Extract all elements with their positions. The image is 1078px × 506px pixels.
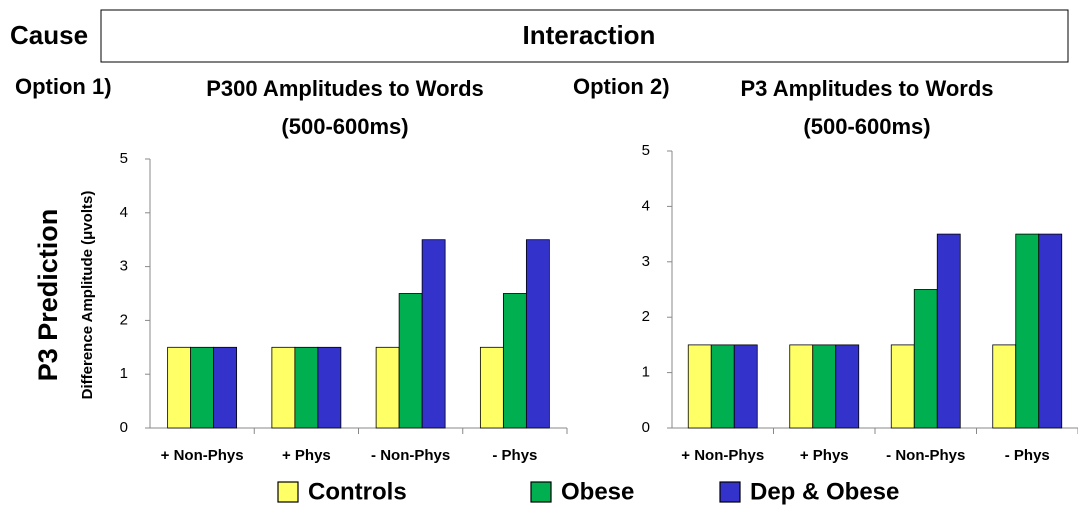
chart-title: P3 Amplitudes to Words (740, 76, 993, 101)
x-tick-label: + Phys (282, 447, 331, 464)
bar (294, 346, 319, 429)
legend-swatch (277, 481, 299, 503)
legend-swatch (530, 481, 552, 503)
legend-label: Obese (561, 478, 634, 505)
bar (890, 344, 915, 429)
y-tick-label: 0 (120, 419, 128, 436)
x-tick-label: + Phys (800, 447, 849, 464)
bar (789, 344, 814, 429)
y-tick-label: 3 (642, 253, 650, 270)
y-tick-label: 4 (120, 204, 128, 221)
interaction-label: Interaction (523, 20, 656, 50)
chart-subtitle: (500-600ms) (281, 114, 408, 139)
chart-subtitle: (500-600ms) (803, 114, 930, 139)
bar (479, 346, 504, 429)
y-tick-label: 5 (120, 150, 128, 167)
bar (687, 344, 712, 429)
legend-label: Dep & Obese (750, 478, 899, 505)
y-axis-label: Difference Amplitude (μvolts) (79, 191, 96, 400)
x-tick-label: + Non-Phys (681, 447, 764, 464)
bar (1038, 233, 1063, 429)
bar (421, 239, 446, 429)
bar (835, 344, 860, 429)
cause-label: Cause (10, 20, 88, 50)
y-tick-label: 5 (642, 142, 650, 159)
bar (812, 344, 837, 429)
y-tick-label: 0 (642, 419, 650, 436)
bar (936, 233, 961, 429)
interaction-box (100, 9, 1069, 63)
bar (733, 344, 758, 429)
legend-label: Controls (308, 478, 407, 505)
y-tick-label: 1 (642, 364, 650, 381)
chart-title: P300 Amplitudes to Words (206, 76, 484, 101)
x-tick-label: + Non-Phys (161, 447, 244, 464)
bar (398, 293, 423, 429)
option-label: Option 1) (15, 74, 112, 99)
x-tick-label: - Phys (492, 447, 537, 464)
bar (190, 346, 215, 429)
y-tick-label: 4 (642, 197, 650, 214)
x-tick-label: - Non-Phys (886, 447, 965, 464)
legend-swatch (719, 481, 741, 503)
x-tick-label: - Phys (1005, 447, 1050, 464)
y-tick-label: 2 (642, 308, 650, 325)
bar (913, 289, 938, 429)
bar (1015, 233, 1040, 429)
bar (375, 346, 400, 429)
bar (525, 239, 550, 429)
bar (502, 293, 527, 429)
side-label: P3 Prediction (33, 209, 63, 382)
bar (317, 346, 342, 429)
option-label: Option 2) (573, 74, 670, 99)
bar (213, 346, 238, 429)
bar (710, 344, 735, 429)
bar (992, 344, 1017, 429)
bar (271, 346, 296, 429)
bar (167, 346, 192, 429)
y-tick-label: 1 (120, 365, 128, 382)
y-tick-label: 2 (120, 311, 128, 328)
x-tick-label: - Non-Phys (371, 447, 450, 464)
y-tick-label: 3 (120, 258, 128, 275)
